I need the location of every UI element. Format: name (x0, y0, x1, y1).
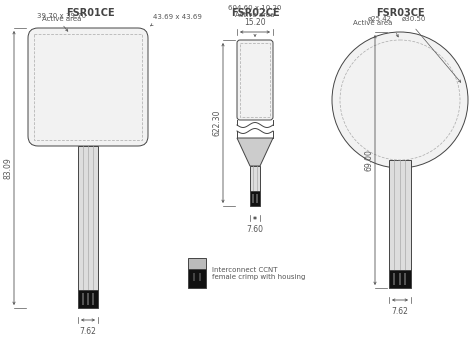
Bar (92, 293, 94, 305)
Bar (193, 273, 195, 281)
Bar (399, 273, 401, 285)
Bar (404, 273, 407, 285)
Text: Interconnect CCNT
female crimp with housing: Interconnect CCNT female crimp with hous… (212, 266, 305, 280)
Bar (78, 146, 98, 290)
Bar (252, 194, 255, 203)
Text: 83.09: 83.09 (3, 157, 12, 179)
Bar (199, 273, 201, 281)
Bar (240, 43, 270, 117)
Bar (393, 273, 395, 285)
Text: 604.60 x 10.20
Active area: 604.60 x 10.20 Active area (228, 5, 282, 18)
FancyBboxPatch shape (28, 28, 148, 146)
Bar (188, 258, 206, 268)
Bar (389, 270, 411, 288)
Text: 7.62: 7.62 (80, 327, 96, 336)
Bar (82, 293, 84, 305)
Bar (250, 166, 260, 191)
Bar (250, 191, 260, 206)
Text: FSR03CE: FSR03CE (376, 8, 424, 18)
Text: 622.30: 622.30 (212, 110, 221, 136)
Text: 39.70 x 39.70: 39.70 x 39.70 (37, 13, 87, 19)
Text: ø30.50: ø30.50 (402, 16, 427, 22)
FancyBboxPatch shape (237, 40, 273, 120)
Text: 7.60: 7.60 (246, 225, 264, 234)
Text: 43.69 x 43.69: 43.69 x 43.69 (153, 14, 202, 20)
Text: Active area: Active area (353, 20, 392, 26)
Bar (78, 290, 98, 308)
Bar (255, 194, 258, 203)
Bar (34, 34, 142, 140)
Text: FSR02CE: FSR02CE (231, 8, 279, 18)
Text: ø25.42: ø25.42 (368, 16, 392, 22)
Bar (188, 268, 206, 288)
Text: Active area: Active area (42, 16, 82, 22)
Text: 7.62: 7.62 (392, 307, 409, 316)
Circle shape (332, 32, 468, 168)
Text: FSR01CE: FSR01CE (66, 8, 114, 18)
Bar (87, 293, 89, 305)
Polygon shape (237, 138, 273, 166)
Text: 69.00: 69.00 (365, 149, 374, 171)
Text: 15.20: 15.20 (244, 18, 266, 27)
Bar (389, 160, 411, 270)
